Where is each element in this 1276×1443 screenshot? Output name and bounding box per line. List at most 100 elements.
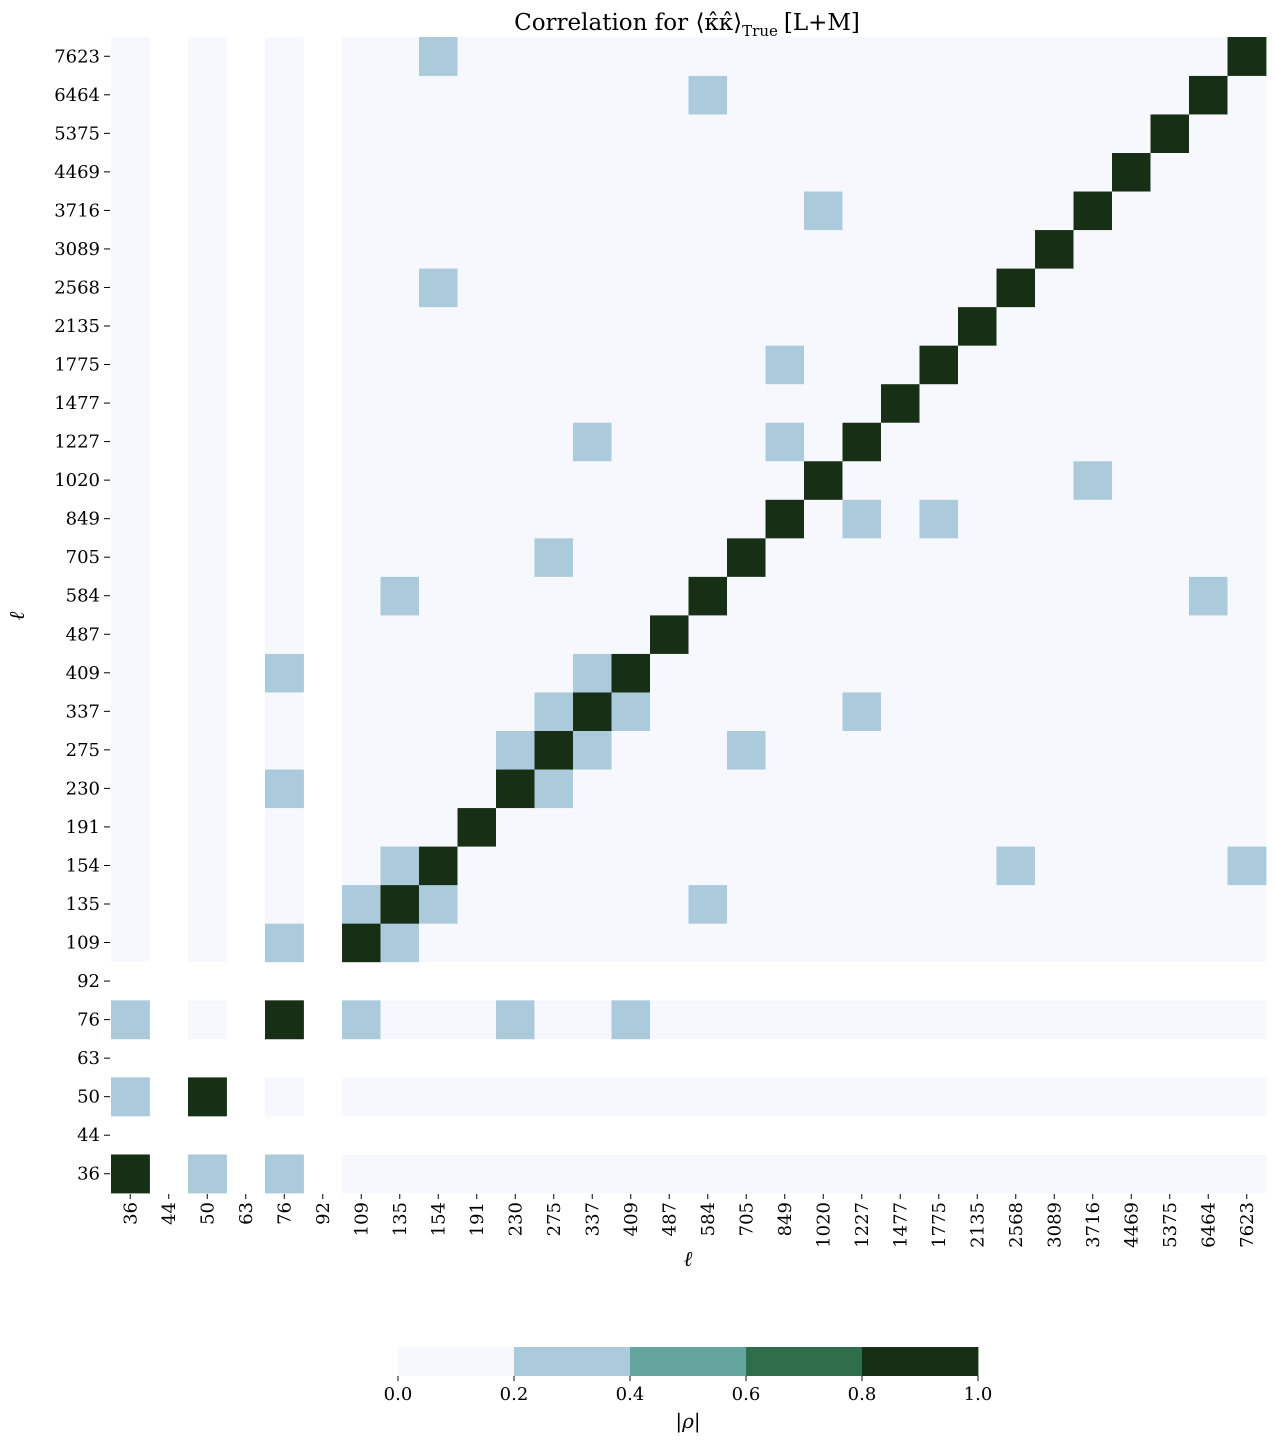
heatmap-cell-2135-3716 — [958, 191, 997, 231]
x-tick-label-487: 487 — [659, 1202, 680, 1236]
heatmap-cell-1227-36 — [842, 1154, 882, 1194]
heatmap-cell-275-1227 — [534, 422, 574, 462]
heatmap-cell-191-275 — [457, 730, 497, 770]
heatmap-cell-1775-337 — [919, 692, 959, 731]
heatmap-cell-109-4469 — [342, 152, 381, 192]
heatmap-cell-849-7623 — [765, 37, 805, 76]
heatmap-cell-230-1227 — [496, 422, 535, 462]
heatmap-cell-1775-1227 — [919, 422, 959, 462]
heatmap-cell-6464-1227 — [1189, 422, 1228, 462]
heatmap-cell-76-1775 — [265, 345, 304, 385]
heatmap-cell-584-275 — [688, 730, 728, 770]
heatmap-cell-1227-6464 — [842, 75, 882, 115]
heatmap-cell-135-1020 — [380, 460, 420, 500]
heatmap-cell-275-50 — [534, 1077, 574, 1117]
heatmap-cell-705-191 — [727, 807, 766, 847]
heatmap-cell-1477-3089 — [881, 229, 920, 269]
heatmap-cell-50-36 — [188, 1154, 227, 1194]
heatmap-cell-2135-191 — [958, 807, 997, 847]
y-tick-label-4469: 4469 — [54, 162, 100, 183]
heatmap-cell-109-1020 — [342, 460, 381, 500]
heatmap-cell-4469-337 — [1112, 692, 1151, 731]
heatmap-cell-50-487 — [188, 615, 227, 654]
heatmap-cell-584-5375 — [688, 114, 728, 153]
heatmap-cell-337-76 — [573, 1000, 612, 1040]
x-tick-label-36: 36 — [120, 1202, 141, 1225]
heatmap-cell-487-109 — [650, 923, 689, 963]
heatmap-cell-849-4469 — [765, 152, 805, 192]
colorbar-segment-4 — [862, 1347, 979, 1376]
heatmap-cell-275-4469 — [534, 152, 574, 192]
heatmap-cell-1227-705 — [842, 537, 882, 577]
heatmap-cell-1020-2568 — [804, 268, 843, 308]
heatmap-cell-154-2568 — [419, 268, 458, 308]
heatmap-cell-584-337 — [688, 692, 728, 731]
y-tick-label-5375: 5375 — [54, 123, 100, 144]
heatmap-cell-409-5375 — [611, 114, 651, 153]
heatmap-cell-230-6464 — [496, 75, 535, 115]
heatmap-cell-4469-5375 — [1112, 114, 1151, 153]
heatmap-cell-154-337 — [419, 692, 458, 731]
heatmap-cell-584-584 — [688, 576, 728, 616]
heatmap-cell-2568-50 — [996, 1077, 1036, 1117]
colorbar-tick-label-0.4: 0.4 — [616, 1384, 645, 1405]
heatmap-cell-1020-849 — [804, 499, 843, 539]
x-tick-label-135: 135 — [390, 1202, 411, 1236]
heatmap-cell-2135-3089 — [958, 229, 997, 269]
x-tick-label-5375: 5375 — [1160, 1202, 1181, 1248]
heatmap-cell-36-50 — [111, 1077, 150, 1117]
heatmap-cell-409-409 — [611, 653, 651, 693]
heatmap-cell-76-2568 — [265, 268, 304, 308]
heatmap-cell-7623-849 — [1227, 499, 1267, 539]
heatmap-cell-849-6464 — [765, 75, 805, 115]
heatmap-cell-7623-6464 — [1227, 75, 1267, 115]
heatmap-cell-337-3716 — [573, 191, 612, 231]
heatmap-cell-7623-76 — [1227, 1000, 1267, 1040]
heatmap-cell-50-275 — [188, 730, 227, 770]
heatmap-cell-849-337 — [765, 692, 805, 731]
heatmap-cell-849-135 — [765, 884, 805, 924]
heatmap-cell-2568-135 — [996, 884, 1036, 924]
heatmap-cell-584-6464 — [688, 75, 728, 115]
heatmap-cell-5375-109 — [1150, 923, 1190, 963]
chart-title: Correlation for ⟨κ̂κ̂⟩True [L+M] — [514, 10, 860, 40]
heatmap-cell-3089-6464 — [1035, 75, 1074, 115]
heatmap-cell-849-191 — [765, 807, 805, 847]
heatmap-cell-1477-4469 — [881, 152, 920, 192]
heatmap-cell-3716-3716 — [1073, 191, 1113, 231]
heatmap-cell-705-2568 — [727, 268, 766, 308]
heatmap-cell-191-584 — [457, 576, 497, 616]
heatmap-cell-76-487 — [265, 615, 304, 654]
heatmap-cell-337-36 — [573, 1154, 612, 1194]
heatmap-cell-5375-50 — [1150, 1077, 1190, 1117]
heatmap-cell-5375-5375 — [1150, 114, 1190, 153]
heatmap-cell-6464-409 — [1189, 653, 1228, 693]
heatmap-cell-4469-1477 — [1112, 383, 1151, 423]
heatmap-cell-4469-7623 — [1112, 37, 1151, 76]
heatmap-cell-3716-154 — [1073, 846, 1113, 886]
heatmap-cell-275-7623 — [534, 37, 574, 76]
heatmap-cell-191-3716 — [457, 191, 497, 231]
heatmap-cell-1020-76 — [804, 1000, 843, 1040]
heatmap-cell-2568-1477 — [996, 383, 1036, 423]
heatmap-cell-109-76 — [342, 1000, 381, 1040]
heatmap-cell-1020-191 — [804, 807, 843, 847]
heatmap-cell-191-7623 — [457, 37, 497, 76]
heatmap-cell-109-154 — [342, 846, 381, 886]
y-tick-label-1227: 1227 — [54, 432, 100, 453]
heatmap-cell-109-36 — [342, 1154, 381, 1194]
heatmap-cell-230-337 — [496, 692, 535, 731]
heatmap-cell-2135-109 — [958, 923, 997, 963]
heatmap-cell-50-849 — [188, 499, 227, 539]
heatmap-cell-1020-3089 — [804, 229, 843, 269]
chart-title-main: Correlation for ⟨κ̂κ̂⟩ — [514, 10, 742, 36]
heatmap-cell-487-3089 — [650, 229, 689, 269]
heatmap-cell-3089-705 — [1035, 537, 1074, 577]
heatmap-cell-3089-135 — [1035, 884, 1074, 924]
heatmap-cell-2135-337 — [958, 692, 997, 731]
heatmap-cell-3716-5375 — [1073, 114, 1113, 153]
heatmap-cell-191-487 — [457, 615, 497, 654]
heatmap-cell-3716-230 — [1073, 769, 1113, 809]
heatmap-cell-6464-705 — [1189, 537, 1228, 577]
heatmap-cell-230-76 — [496, 1000, 535, 1040]
